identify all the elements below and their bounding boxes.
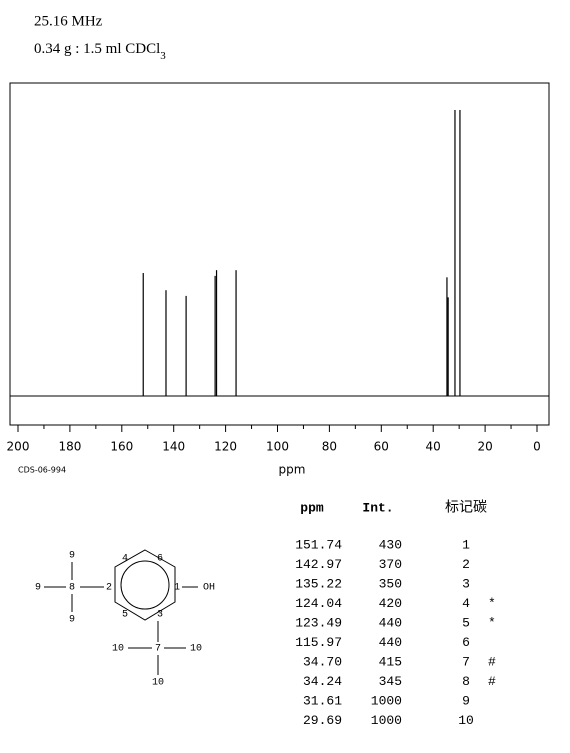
table-cell: 5	[462, 615, 470, 630]
atom-label: 4	[122, 554, 128, 565]
table-cell: 3	[462, 576, 470, 591]
frequency: 25.16 MHz	[34, 13, 103, 29]
atom-label: 10	[152, 678, 164, 689]
plot-frame	[9, 82, 550, 426]
table-cell: 415	[379, 654, 402, 669]
x-tick-label: 140	[162, 440, 185, 454]
table-header: 标记碳	[445, 499, 487, 515]
x-tick-label: 180	[58, 440, 81, 454]
x-tick-label: 20	[477, 440, 492, 454]
table-cell: 8	[462, 674, 470, 689]
atom-label: 2	[106, 583, 112, 594]
table-cell: #	[488, 674, 496, 689]
table-cell: 123.49	[295, 615, 342, 630]
table-header: Int.	[362, 500, 393, 515]
x-tick-label: 200	[7, 440, 30, 454]
table-cell: 29.69	[303, 713, 342, 728]
atom-label: 9	[35, 583, 41, 594]
x-tick-label: 40	[426, 440, 441, 454]
table-cell: 420	[379, 596, 402, 611]
table-cell: *	[488, 596, 496, 611]
table-cell: 2	[462, 557, 470, 572]
table-cell: 135.22	[295, 576, 342, 591]
atom-label: 10	[112, 644, 124, 655]
table-cell: 34.24	[303, 674, 342, 689]
atom-label: 1	[174, 583, 180, 594]
atom-label: 8	[69, 583, 75, 594]
table-cell: 7	[462, 654, 470, 669]
atom-label: 3	[157, 610, 163, 621]
structure-bonds	[44, 549, 198, 675]
table-cell: *	[488, 615, 496, 630]
table-cell: 10	[458, 713, 474, 728]
atom-label: OH	[203, 583, 215, 594]
ring	[114, 549, 176, 621]
table-cell: 124.04	[295, 596, 342, 611]
table-cell: 31.61	[303, 693, 342, 708]
table-cell: 345	[379, 674, 402, 689]
table-cell: 9	[462, 693, 470, 708]
table-cell: 142.97	[295, 557, 342, 572]
table-header: ppm	[300, 500, 324, 515]
table-cell: #	[488, 654, 496, 669]
sample: 0.34 g : 1.5 ml CDCl3	[34, 41, 166, 61]
table-cell: 34.70	[303, 654, 342, 669]
x-axis-label: ppm	[279, 463, 306, 477]
aromatic-circle	[120, 560, 170, 610]
atom-label: 10	[190, 644, 202, 655]
sample-text: 0.34 g : 1.5 ml CDCl	[34, 41, 160, 57]
table-cell: 430	[379, 537, 402, 552]
x-tick-label: 100	[266, 440, 289, 454]
table-cell: 350	[379, 576, 402, 591]
table-cell: 151.74	[295, 537, 342, 552]
table-cell: 6	[462, 635, 470, 650]
x-tick-label: 0	[533, 440, 541, 454]
table-cell: 1000	[371, 693, 402, 708]
table-cell: 440	[379, 615, 402, 630]
atom-label: 9	[69, 551, 75, 562]
sample-subscript: 3	[160, 50, 166, 62]
atom-label: 6	[157, 554, 163, 565]
x-tick-label: 160	[110, 440, 133, 454]
table-cell: 1000	[371, 713, 402, 728]
table-cell: 440	[379, 635, 402, 650]
table-cell: 370	[379, 557, 402, 572]
atom-label: 9	[69, 615, 75, 626]
table-cell: 1	[462, 537, 470, 552]
code: CDS-06-994	[18, 466, 66, 475]
x-tick-label: 60	[374, 440, 389, 454]
table-cell: 115.97	[295, 635, 342, 650]
x-tick-label: 120	[214, 440, 237, 454]
atom-label: 5	[122, 610, 128, 621]
table-cell: 4	[462, 596, 470, 611]
atom-label: 7	[155, 644, 161, 655]
x-tick-label: 80	[322, 440, 337, 454]
